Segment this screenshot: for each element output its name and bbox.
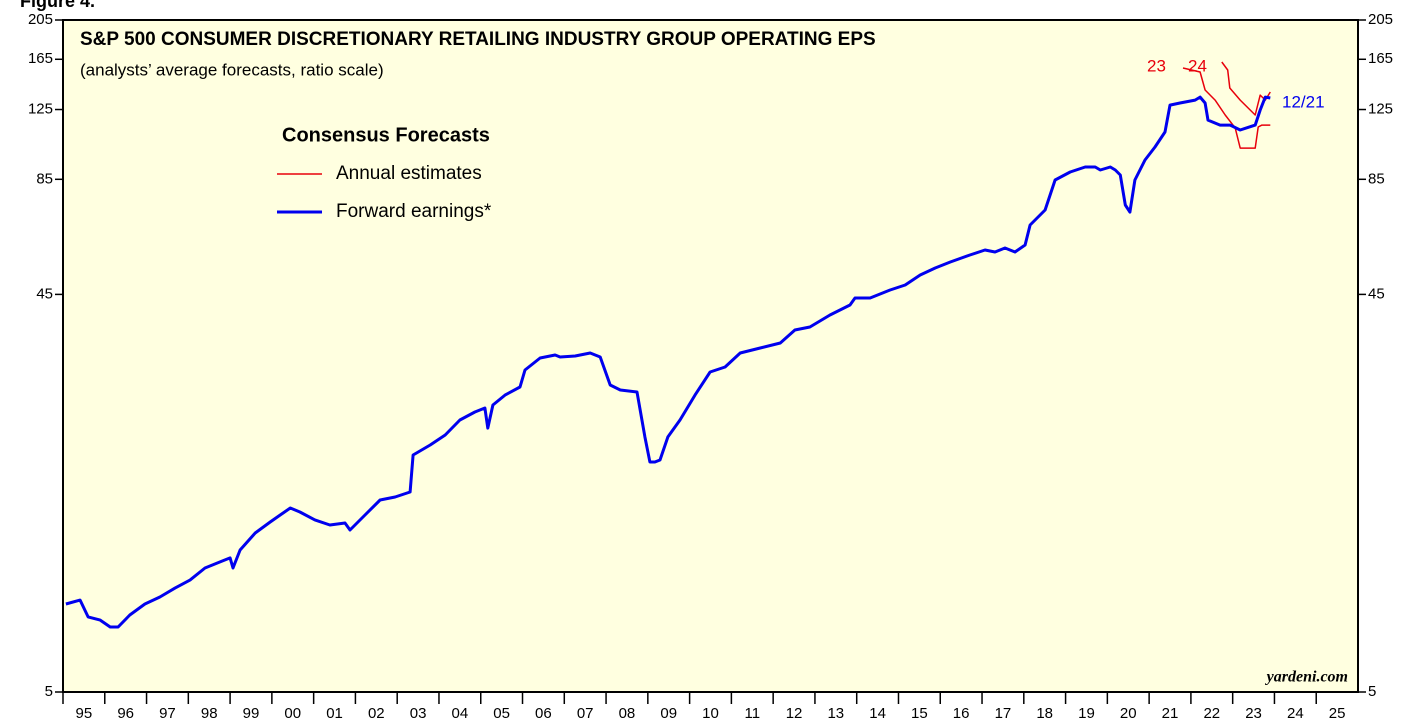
series-line [65, 95, 1271, 629]
x-tick-label: 11 [744, 705, 760, 719]
chart-title: S&P 500 CONSUMER DISCRETIONARY RETAILING… [80, 29, 876, 50]
x-tick-label: 13 [827, 705, 844, 719]
x-tick-label: 05 [493, 705, 510, 719]
x-tick-label: 19 [1078, 705, 1095, 719]
x-tick-label: 06 [535, 705, 552, 719]
x-tick-label: 18 [1036, 705, 1053, 719]
x-tick-label: 20 [1120, 705, 1137, 719]
source: yardeni.com [1265, 669, 1348, 686]
annotation: 12/21 [1282, 92, 1325, 111]
plot-area [62, 19, 1359, 693]
y-tick-label: 45 [36, 285, 53, 302]
y2-tick-label: 125 [1368, 100, 1393, 117]
x-tick-label: 97 [159, 705, 176, 719]
legend-title: Consensus Forecasts [282, 124, 490, 146]
x-tick-label: 14 [869, 705, 886, 719]
x-tick-label: 01 [326, 705, 343, 719]
annotation: 24 [1188, 56, 1207, 75]
y-tick-label: 85 [36, 170, 53, 187]
y2-tick-label: 205 [1368, 11, 1393, 28]
x-tick-label: 99 [243, 705, 260, 719]
x-tick-label: 17 [995, 705, 1012, 719]
x-tick-label: 24 [1287, 705, 1304, 719]
x-tick-label: 00 [284, 705, 301, 719]
y-tick-label: 165 [28, 50, 53, 67]
x-tick-label: 15 [911, 705, 928, 719]
x-tick-label: 22 [1203, 705, 1220, 719]
x-tick-label: 23 [1245, 705, 1262, 719]
x-tick-label: 10 [702, 705, 719, 719]
x-tick-label: 07 [577, 705, 594, 719]
x-tick-label: 08 [619, 705, 636, 719]
x-tick-label: 09 [660, 705, 677, 719]
x-tick-label: 03 [410, 705, 427, 719]
y-tick-label: 205 [28, 11, 53, 28]
x-tick-label: 02 [368, 705, 385, 719]
legend-label: Annual estimates [336, 163, 482, 184]
x-tick-label: 95 [76, 705, 93, 719]
y2-tick-label: 165 [1368, 50, 1393, 67]
chart-subtitle: (analysts’ average forecasts, ratio scal… [80, 60, 384, 79]
legend-label: Forward earnings* [336, 201, 492, 222]
y2-tick-label: 85 [1368, 170, 1385, 187]
annotation: 23 [1147, 56, 1166, 75]
x-tick-label: 96 [117, 705, 134, 719]
y-tick-label: 125 [28, 100, 53, 117]
x-tick-label: 04 [452, 705, 469, 719]
y-tick-label: 5 [45, 683, 53, 700]
y2-tick-label: 45 [1368, 285, 1385, 302]
figure-label: Figure 4. [20, 0, 95, 11]
x-tick-label: 16 [953, 705, 970, 719]
x-tick-label: 21 [1162, 705, 1179, 719]
x-tick-label: 25 [1329, 705, 1346, 719]
x-tick-label: 12 [786, 705, 803, 719]
y2-tick-label: 5 [1368, 683, 1376, 700]
x-tick-label: 98 [201, 705, 218, 719]
